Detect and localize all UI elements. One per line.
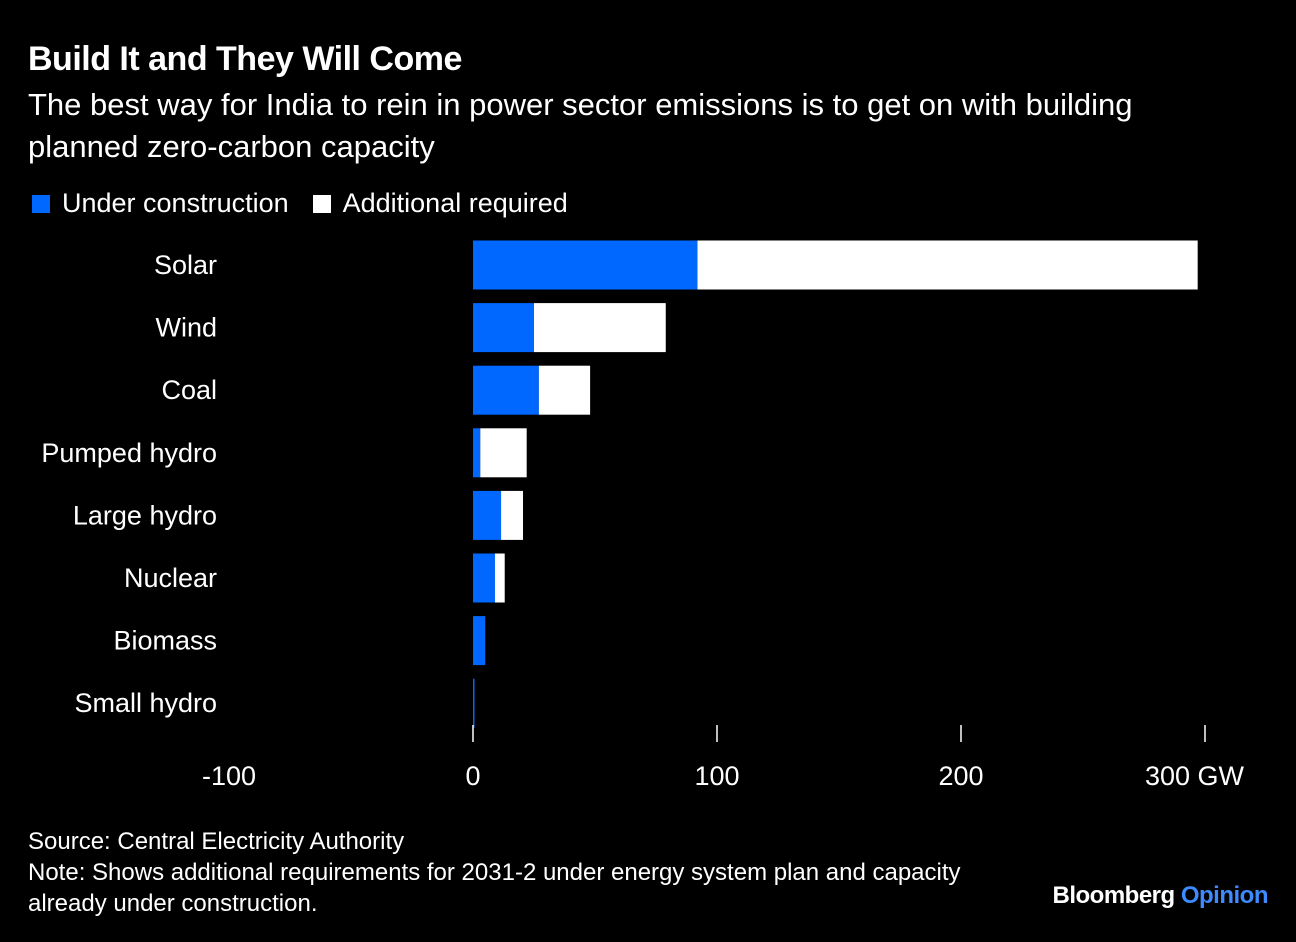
bar-small-hydro-under-construction bbox=[473, 678, 475, 728]
category-label-nuclear: Nuclear bbox=[124, 563, 217, 593]
bar-solar-under-construction bbox=[473, 240, 698, 290]
bar-pumped-hydro-additional-required bbox=[480, 428, 527, 478]
footer: Source: Central Electricity Authority No… bbox=[28, 826, 1018, 919]
bar-pumped-hydro-under-construction bbox=[473, 428, 481, 478]
legend-swatch-under-construction bbox=[32, 194, 50, 213]
bar-biomass-under-construction bbox=[473, 616, 486, 666]
tick-label-0: 0 bbox=[465, 761, 480, 791]
bar-wind-under-construction bbox=[473, 303, 534, 353]
category-label-small-hydro: Small hydro bbox=[74, 688, 217, 718]
bar-large-hydro-under-construction bbox=[473, 490, 502, 540]
tick-label-100: 100 bbox=[694, 761, 739, 791]
bar-coal-under-construction bbox=[473, 365, 539, 415]
category-label-wind: Wind bbox=[155, 313, 217, 343]
legend-item-under-construction: Under construction bbox=[32, 188, 289, 219]
footnote: Note: Shows additional requirements for … bbox=[28, 859, 961, 917]
category-label-pumped-hydro: Pumped hydro bbox=[41, 438, 217, 468]
category-label-biomass: Biomass bbox=[113, 626, 217, 656]
legend-item-additional-required: Additional required bbox=[312, 188, 568, 219]
tick-label-100: -100 bbox=[202, 761, 256, 791]
legend-swatch-additional-required bbox=[312, 194, 331, 213]
bar-nuclear-additional-required bbox=[494, 553, 505, 603]
brand-name: Bloomberg bbox=[1052, 882, 1176, 909]
tick-label-200: 200 bbox=[938, 761, 983, 791]
category-label-solar: Solar bbox=[154, 250, 217, 280]
bar-large-hydro-additional-required bbox=[501, 490, 524, 540]
bar-coal-additional-required bbox=[538, 365, 591, 415]
chart-title: Build It and They Will Come bbox=[28, 40, 462, 78]
legend: Under construction Additional required bbox=[32, 188, 592, 219]
chart-subtitle: The best way for India to rein in power … bbox=[28, 87, 1133, 164]
legend-label-under-construction: Under construction bbox=[62, 188, 289, 218]
category-label-coal: Coal bbox=[161, 375, 217, 405]
category-label-large-hydro: Large hydro bbox=[73, 500, 217, 530]
source-note: Source: Central Electricity Authority bbox=[28, 828, 405, 855]
bar-solar-additional-required bbox=[697, 240, 1198, 290]
brand-section: Opinion bbox=[1180, 882, 1269, 909]
bar-wind-additional-required bbox=[534, 303, 666, 353]
tick-label-300-gw: 300 GW bbox=[1145, 761, 1245, 791]
brand-logo: Bloomberg Opinion bbox=[1053, 882, 1269, 910]
legend-label-additional-required: Additional required bbox=[342, 188, 568, 218]
bar-nuclear-under-construction bbox=[473, 553, 495, 603]
bar-chart: Solar Wind Coal Pumped hydro Large hydro Nucl… bbox=[41, 240, 1245, 791]
